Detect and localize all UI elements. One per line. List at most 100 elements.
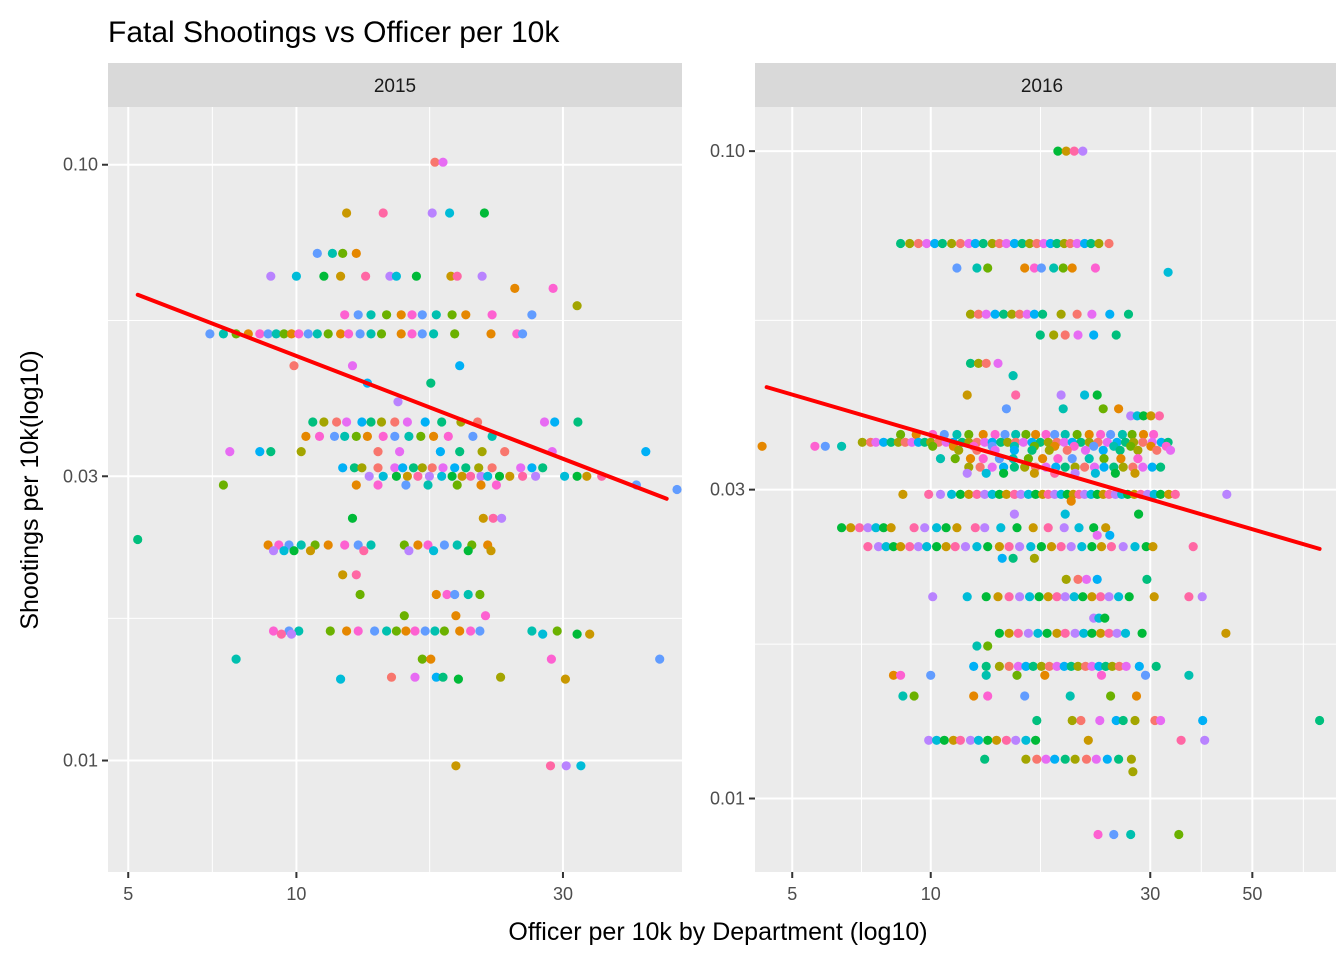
x-axis-2015: 5 10 30 (123, 872, 573, 904)
data-point (924, 489, 934, 499)
data-point (1099, 462, 1109, 472)
data-point (336, 674, 346, 684)
data-point (1098, 404, 1108, 414)
data-point (952, 523, 962, 533)
data-point (879, 523, 889, 533)
data-point (1056, 542, 1066, 552)
data-point (993, 358, 1003, 368)
data-point (497, 513, 507, 523)
data-point (965, 454, 976, 464)
data-point (353, 540, 363, 550)
data-point (1038, 309, 1048, 319)
data-point (965, 309, 976, 319)
data-point (1107, 661, 1117, 672)
data-point (1021, 429, 1031, 440)
data-point (447, 310, 457, 320)
data-point (1067, 454, 1077, 464)
data-point (1056, 390, 1066, 400)
data-point (1080, 445, 1091, 455)
data-point (452, 271, 462, 281)
data-point (487, 310, 497, 320)
data-point (972, 263, 982, 273)
data-point (1117, 429, 1127, 440)
data-point (218, 480, 228, 490)
data-point (1101, 523, 1111, 533)
data-point (1027, 445, 1037, 455)
data-point (1023, 628, 1033, 638)
data-point (1041, 429, 1051, 440)
data-point (475, 626, 485, 636)
data-point (296, 540, 306, 550)
data-point (1093, 829, 1103, 840)
data-point (427, 463, 437, 473)
data-point (913, 437, 924, 447)
data-point (225, 447, 235, 457)
y-tick-label-0-03: 0.03 (63, 466, 98, 486)
data-point (359, 546, 369, 556)
data-point (909, 691, 919, 701)
data-point (1083, 735, 1093, 745)
data-point (1009, 462, 1020, 472)
data-point (983, 641, 993, 651)
data-point (1098, 445, 1108, 455)
data-point (935, 454, 946, 464)
data-point (477, 447, 487, 457)
data-point (1151, 661, 1161, 672)
data-point (922, 238, 932, 249)
data-point (385, 271, 395, 281)
trend-line-2016 (764, 385, 1322, 551)
data-point (1012, 523, 1022, 533)
data-point (312, 329, 322, 339)
data-point (983, 691, 993, 701)
data-point (973, 735, 984, 745)
data-point (1052, 592, 1062, 602)
data-point (920, 523, 930, 533)
data-point (1115, 445, 1125, 455)
data-point (446, 271, 456, 281)
data-point (443, 431, 453, 441)
data-point (435, 447, 445, 457)
data-point (1050, 489, 1060, 499)
data-point (1140, 670, 1151, 680)
data-point (429, 329, 439, 339)
data-point (1025, 592, 1035, 602)
data-point (516, 463, 526, 473)
data-point (1114, 661, 1124, 672)
data-point (947, 489, 957, 499)
data-point (439, 626, 449, 636)
data-point (1124, 592, 1134, 602)
data-point (1130, 715, 1140, 726)
data-point (1052, 661, 1062, 672)
data-point (964, 238, 974, 249)
data-point (474, 463, 484, 473)
data-point (960, 542, 971, 552)
data-point (1100, 613, 1110, 623)
data-point (329, 431, 340, 441)
data-point (881, 542, 891, 552)
data-point (500, 447, 510, 457)
data-point (477, 271, 487, 281)
data-point (964, 489, 974, 499)
data-point (1066, 542, 1076, 552)
data-point (1221, 628, 1231, 638)
data-point (417, 463, 427, 473)
data-point (133, 534, 143, 545)
data-point (291, 271, 301, 281)
data-point (546, 654, 557, 664)
data-point (952, 263, 962, 273)
data-point (896, 238, 906, 249)
data-point (1094, 238, 1104, 249)
data-point (263, 540, 273, 550)
data-point (1110, 468, 1120, 478)
data-point (342, 208, 352, 218)
data-point (545, 761, 556, 771)
data-point (351, 431, 361, 441)
data-point (1060, 330, 1070, 340)
data-point (1042, 628, 1052, 638)
data-point (1041, 754, 1051, 764)
data-point (898, 489, 908, 499)
data-point (323, 329, 333, 339)
data-point (983, 263, 993, 273)
data-point (452, 480, 462, 490)
data-point (1069, 592, 1079, 602)
